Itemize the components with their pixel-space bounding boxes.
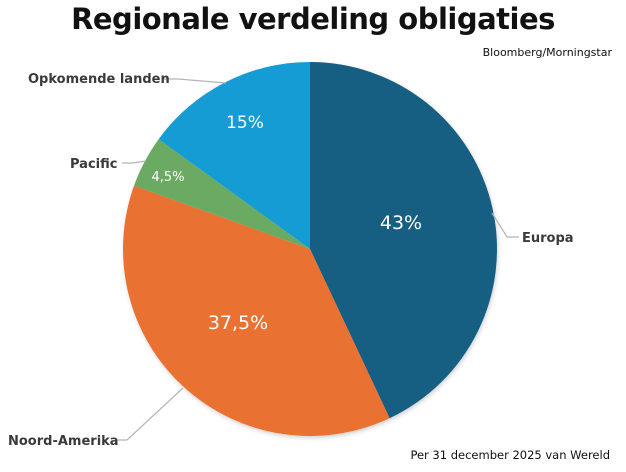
footnote: Per 31 december 2025 van Wereld xyxy=(410,448,610,462)
label-europa: Europa xyxy=(522,231,574,246)
label-pacific: Pacific xyxy=(70,157,117,172)
slice-opkomende-landen xyxy=(158,62,310,249)
value-europa: 43% xyxy=(380,212,422,234)
value-noord-amerika: 37,5% xyxy=(208,312,268,334)
slice-europa xyxy=(310,62,497,419)
label-opkomende-landen: Opkomende landen xyxy=(28,72,170,87)
label-noord-amerika: Noord-Amerika xyxy=(8,434,119,449)
value-opkomende-landen: 15% xyxy=(226,113,264,133)
chart-title: Regionale verdeling obligaties xyxy=(71,2,555,36)
value-pacific: 4,5% xyxy=(151,170,184,185)
pie-slices xyxy=(123,62,497,436)
slice-noord-amerika xyxy=(123,185,390,436)
slice-pacific xyxy=(134,139,310,249)
leader-lines xyxy=(118,78,519,441)
source-note: Bloomberg/Morningstar xyxy=(482,46,612,59)
